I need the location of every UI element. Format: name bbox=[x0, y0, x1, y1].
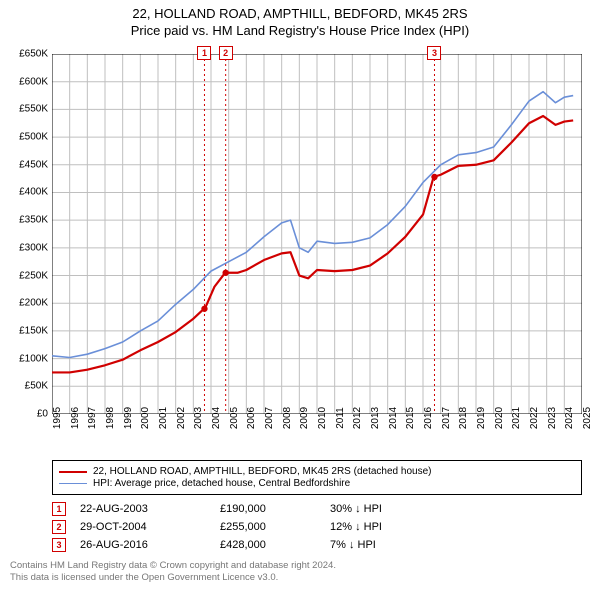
legend-label: HPI: Average price, detached house, Cent… bbox=[93, 478, 350, 489]
x-tick-label: 1996 bbox=[70, 407, 81, 429]
y-tick-label: £0 bbox=[37, 409, 48, 420]
x-tick-label: 2012 bbox=[352, 407, 363, 429]
sale-price: £255,000 bbox=[220, 521, 330, 533]
y-tick-label: £50K bbox=[25, 381, 48, 392]
sale-date: 26-AUG-2016 bbox=[80, 539, 220, 551]
y-tick-label: £300K bbox=[19, 242, 48, 253]
sale-number: 1 bbox=[52, 502, 66, 516]
y-tick-label: £350K bbox=[19, 215, 48, 226]
x-tick-label: 2007 bbox=[264, 407, 275, 429]
x-tick-label: 2016 bbox=[423, 407, 434, 429]
legend-item: HPI: Average price, detached house, Cent… bbox=[59, 478, 575, 489]
x-tick-label: 2008 bbox=[282, 407, 293, 429]
sale-pct-vs-hpi: 7% ↓ HPI bbox=[330, 539, 450, 551]
sale-date: 29-OCT-2004 bbox=[80, 521, 220, 533]
x-tick-label: 2013 bbox=[370, 407, 381, 429]
legend-swatch bbox=[59, 471, 87, 473]
sale-row: 2 29-OCT-2004£255,00012% ↓ HPI bbox=[52, 520, 582, 534]
sale-pct-vs-hpi: 12% ↓ HPI bbox=[330, 521, 450, 533]
y-tick-label: £500K bbox=[19, 132, 48, 143]
y-tick-label: £250K bbox=[19, 270, 48, 281]
sale-row: 3 26-AUG-2016£428,0007% ↓ HPI bbox=[52, 538, 582, 552]
x-tick-label: 2005 bbox=[229, 407, 240, 429]
legend-label: 22, HOLLAND ROAD, AMPTHILL, BEDFORD, MK4… bbox=[93, 466, 431, 477]
x-tick-label: 1995 bbox=[52, 407, 63, 429]
sale-price: £428,000 bbox=[220, 539, 330, 551]
title-subtitle: Price paid vs. HM Land Registry's House … bbox=[0, 23, 600, 38]
x-tick-label: 2010 bbox=[317, 407, 328, 429]
chart-container: 22, HOLLAND ROAD, AMPTHILL, BEDFORD, MK4… bbox=[0, 0, 600, 590]
x-tick-label: 2019 bbox=[476, 407, 487, 429]
x-tick-label: 2011 bbox=[335, 407, 346, 429]
y-tick-label: £200K bbox=[19, 298, 48, 309]
x-tick-label: 2015 bbox=[405, 407, 416, 429]
x-tick-label: 2020 bbox=[494, 407, 505, 429]
sale-pct-vs-hpi: 30% ↓ HPI bbox=[330, 503, 450, 515]
chart-area: £0£50K£100K£150K£200K£250K£300K£350K£400… bbox=[52, 54, 582, 414]
x-tick-label: 2014 bbox=[388, 407, 399, 429]
sale-row: 1 22-AUG-2003£190,00030% ↓ HPI bbox=[52, 502, 582, 516]
y-tick-label: £400K bbox=[19, 187, 48, 198]
x-tick-label: 2022 bbox=[529, 407, 540, 429]
x-tick-label: 1997 bbox=[87, 407, 98, 429]
sale-marker-3: 3 bbox=[427, 46, 441, 60]
x-tick-label: 2021 bbox=[511, 407, 522, 429]
attribution-line1: Contains HM Land Registry data © Crown c… bbox=[10, 560, 336, 572]
chart-svg bbox=[52, 54, 582, 414]
x-tick-label: 2025 bbox=[582, 407, 593, 429]
sale-price: £190,000 bbox=[220, 503, 330, 515]
x-tick-label: 2004 bbox=[211, 407, 222, 429]
y-tick-label: £100K bbox=[19, 353, 48, 364]
title-address: 22, HOLLAND ROAD, AMPTHILL, BEDFORD, MK4… bbox=[0, 6, 600, 21]
y-tick-label: £150K bbox=[19, 325, 48, 336]
sale-number: 2 bbox=[52, 520, 66, 534]
x-tick-label: 2003 bbox=[193, 407, 204, 429]
legend-swatch bbox=[59, 483, 87, 484]
sale-marker-2: 2 bbox=[219, 46, 233, 60]
x-tick-label: 2024 bbox=[564, 407, 575, 429]
sale-marker-1: 1 bbox=[197, 46, 211, 60]
sale-date: 22-AUG-2003 bbox=[80, 503, 220, 515]
x-tick-label: 2017 bbox=[441, 407, 452, 429]
sale-number: 3 bbox=[52, 538, 66, 552]
x-tick-label: 2001 bbox=[158, 407, 169, 429]
x-tick-label: 2006 bbox=[246, 407, 257, 429]
x-tick-label: 2009 bbox=[299, 407, 310, 429]
y-tick-label: £450K bbox=[19, 159, 48, 170]
x-tick-label: 1999 bbox=[123, 407, 134, 429]
title-block: 22, HOLLAND ROAD, AMPTHILL, BEDFORD, MK4… bbox=[0, 0, 600, 38]
y-tick-label: £650K bbox=[19, 49, 48, 60]
legend-box: 22, HOLLAND ROAD, AMPTHILL, BEDFORD, MK4… bbox=[52, 460, 582, 495]
y-tick-label: £600K bbox=[19, 76, 48, 87]
attribution-line2: This data is licensed under the Open Gov… bbox=[10, 572, 336, 584]
attribution-text: Contains HM Land Registry data © Crown c… bbox=[10, 560, 336, 584]
x-tick-label: 2000 bbox=[140, 407, 151, 429]
sales-table: 1 22-AUG-2003£190,00030% ↓ HPI 2 29-OCT-200… bbox=[52, 498, 582, 556]
x-tick-label: 2018 bbox=[458, 407, 469, 429]
x-tick-label: 2002 bbox=[176, 407, 187, 429]
y-tick-label: £550K bbox=[19, 104, 48, 115]
x-tick-label: 1998 bbox=[105, 407, 116, 429]
legend-item: 22, HOLLAND ROAD, AMPTHILL, BEDFORD, MK4… bbox=[59, 466, 575, 477]
x-tick-label: 2023 bbox=[547, 407, 558, 429]
